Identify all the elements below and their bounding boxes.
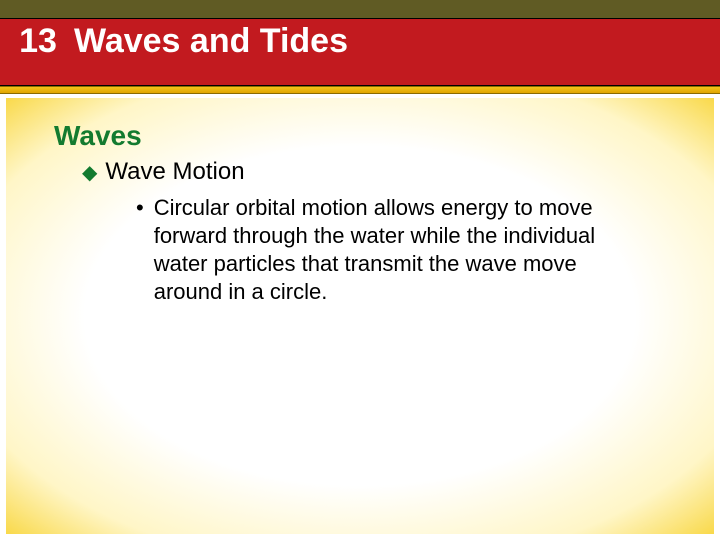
bullet-dot-icon: • — [136, 194, 144, 222]
subsection-row: ◆ Wave Motion — [82, 158, 666, 186]
bullet-block: • Circular orbital motion allows energy … — [136, 194, 636, 306]
slide: 13 Waves and Tides Waves ◆ Wave Motion •… — [0, 0, 720, 540]
slide-header: 13 Waves and Tides — [0, 0, 720, 96]
diamond-bullet-icon: ◆ — [82, 163, 97, 183]
chapter-number: 13 — [10, 22, 66, 61]
bullet-text: Circular orbital motion allows energy to… — [154, 194, 636, 306]
bullet-row: • Circular orbital motion allows energy … — [136, 194, 636, 306]
header-gold-band — [0, 86, 720, 94]
section-title: Waves — [54, 120, 666, 152]
subsection-title: Wave Motion — [105, 158, 244, 186]
content-card: Waves ◆ Wave Motion • Circular orbital m… — [6, 98, 714, 534]
chapter-title: Waves and Tides — [74, 22, 348, 61]
